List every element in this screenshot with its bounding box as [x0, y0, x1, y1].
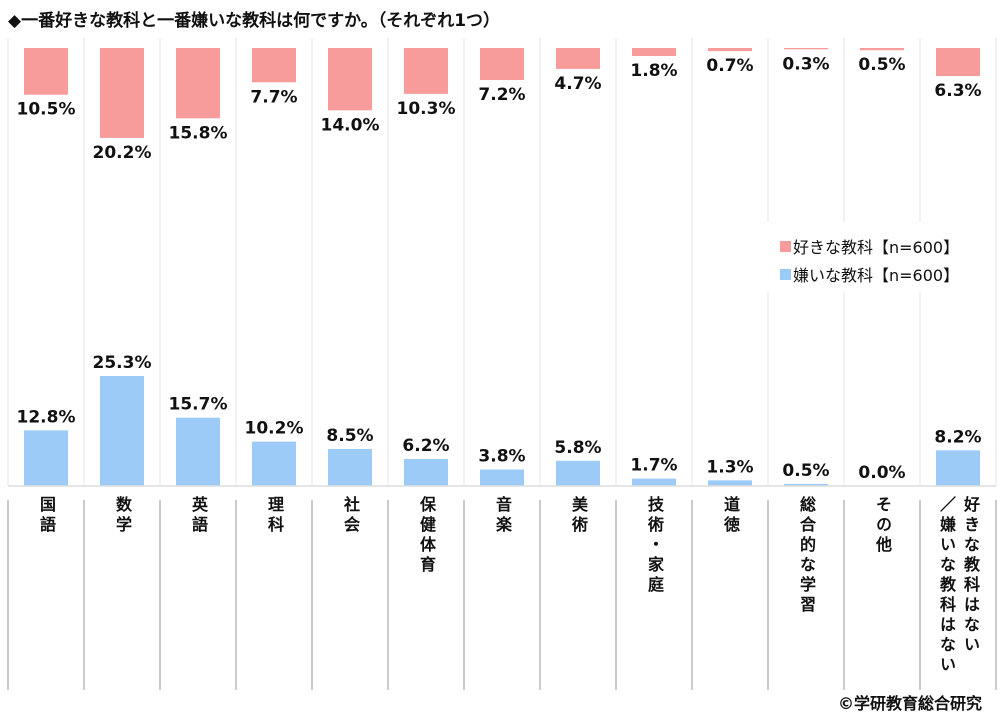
legend: 好きな教科【n=600】 嫌いな教科【n=600】	[766, 222, 970, 292]
legend-label-liked: 好きな教科【n=600】	[793, 238, 960, 257]
liked-value-label: 7.2%	[478, 85, 525, 105]
category-label: 道徳	[721, 496, 740, 536]
liked-bar	[24, 48, 68, 95]
legend-label-disliked: 嫌いな教科【n=600】	[793, 266, 960, 285]
liked-value-label: 10.3%	[397, 99, 456, 119]
category-label: 好きな教科はない ／嫌いな教科はない	[937, 496, 980, 676]
liked-bar	[936, 48, 980, 77]
disliked-value-label: 1.3%	[706, 457, 753, 477]
disliked-bar	[784, 483, 828, 486]
liked-value-label: 10.5%	[17, 100, 76, 120]
liked-value-label: 20.2%	[93, 143, 152, 163]
disliked-bar	[328, 449, 372, 486]
disliked-bar	[252, 441, 296, 486]
liked-bar	[252, 48, 296, 83]
disliked-value-label: 6.2%	[402, 436, 449, 456]
liked-bar	[556, 48, 600, 69]
disliked-bar	[936, 450, 980, 486]
disliked-bar	[404, 459, 448, 486]
category-label: 英語	[189, 496, 208, 536]
liked-bar	[404, 48, 448, 94]
disliked-bar	[632, 478, 676, 486]
disliked-value-label: 3.8%	[478, 446, 525, 466]
category-label: その他	[873, 496, 892, 556]
liked-value-label: 14.0%	[321, 115, 380, 135]
disliked-value-label: 8.2%	[934, 427, 981, 447]
disliked-bar	[708, 480, 752, 486]
legend-item-liked: 好きな教科【n=600】	[780, 234, 959, 258]
category-label: 理科	[265, 496, 284, 536]
legend-item-disliked: 嫌いな教科【n=600】	[780, 262, 959, 286]
liked-bar	[784, 48, 828, 50]
liked-value-label: 0.7%	[706, 56, 753, 76]
liked-value-label: 0.5%	[858, 55, 905, 75]
disliked-value-label: 8.5%	[326, 426, 373, 446]
category-label: 国語	[37, 496, 56, 536]
chart-title: ◆一番好きな教科と一番嫌いな教科は何ですか。（それぞれ1つ）	[8, 11, 501, 31]
copyright-credit: ©学研教育総合研究	[837, 694, 982, 713]
disliked-value-label: 15.7%	[169, 395, 228, 415]
legend-swatch-disliked	[780, 268, 791, 280]
legend-swatch-liked	[780, 240, 791, 252]
liked-bar	[480, 48, 524, 81]
category-label: 音楽	[493, 496, 512, 536]
category-label: 美術	[569, 496, 588, 536]
disliked-bar	[556, 460, 600, 486]
disliked-value-label: 5.8%	[554, 438, 601, 458]
disliked-bar	[100, 375, 144, 486]
liked-bar	[632, 48, 676, 57]
category-label: 総合的な学習	[797, 496, 816, 616]
liked-bar	[328, 48, 372, 111]
disliked-value-label: 0.5%	[782, 461, 829, 481]
category-label: 数学	[113, 496, 132, 536]
disliked-value-label: 12.8%	[17, 407, 76, 427]
liked-bar	[708, 48, 752, 52]
category-label: 社会	[341, 496, 360, 536]
liked-bar	[176, 48, 220, 119]
category-label: 技術・家庭	[645, 496, 664, 596]
disliked-bar	[176, 417, 220, 486]
disliked-bar	[24, 430, 68, 486]
liked-value-label: 4.7%	[554, 74, 601, 94]
category-label: 保健体育	[417, 496, 436, 576]
liked-value-label: 0.3%	[782, 54, 829, 74]
liked-value-label: 1.8%	[630, 61, 677, 81]
liked-value-label: 7.7%	[250, 87, 297, 107]
liked-value-label: 15.8%	[169, 123, 228, 143]
disliked-bar	[480, 469, 524, 486]
liked-value-label: 6.3%	[934, 81, 981, 101]
disliked-value-label: 0.0%	[858, 463, 905, 483]
disliked-value-label: 1.7%	[630, 456, 677, 476]
liked-bar	[860, 48, 904, 51]
disliked-value-label: 10.2%	[245, 419, 304, 439]
liked-bar	[100, 48, 144, 138]
disliked-value-label: 25.3%	[93, 353, 152, 373]
